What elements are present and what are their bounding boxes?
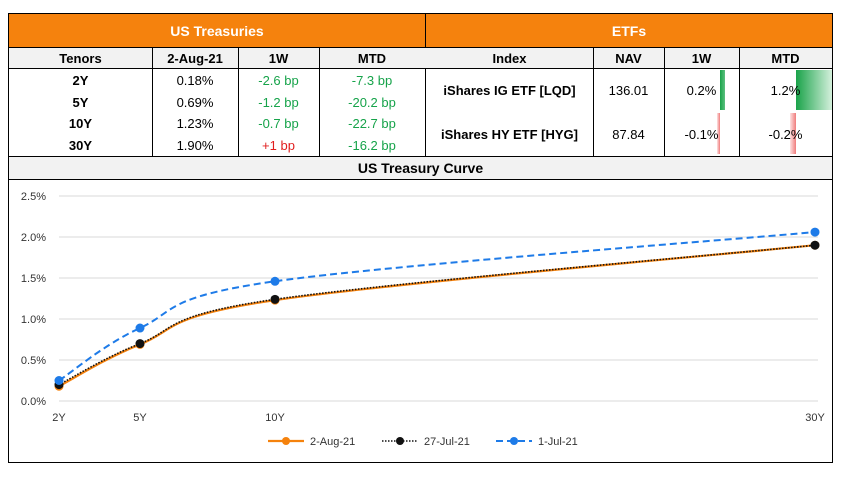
- hyg-mtd-bar: [790, 113, 796, 154]
- etf-index: iShares HY ETF [HYG]: [440, 126, 578, 142]
- x-tick-label: 5Y: [133, 412, 147, 424]
- treasuries-title: US Treasuries: [9, 14, 425, 47]
- col-date: 2-Aug-21: [167, 50, 223, 66]
- col-nav: NAV: [615, 50, 642, 66]
- etf-index: iShares IG ETF [LQD]: [443, 83, 576, 98]
- change-1w: -1.2 bp: [258, 94, 299, 110]
- data-point: [810, 240, 820, 250]
- tenor: 10Y: [68, 116, 93, 131]
- legend-marker: [510, 437, 518, 445]
- legend-marker: [396, 437, 404, 445]
- tenor: 30Y: [68, 137, 93, 153]
- change-mtd: -7.3 bp: [351, 72, 393, 88]
- y-tick-label: 1.5%: [21, 273, 46, 285]
- x-tick-label: 30Y: [805, 412, 825, 424]
- col-etf-mtd: MTD: [771, 50, 800, 66]
- change-1w: -2.6 bp: [258, 72, 299, 88]
- data-point: [54, 376, 64, 385]
- lqd-1w-bar: [720, 70, 725, 110]
- dashboard-frame: [8, 13, 833, 463]
- change-1w: +1 bp: [262, 137, 295, 153]
- col-mtd: MTD: [357, 50, 387, 66]
- y-tick-label: 1.0%: [21, 314, 46, 326]
- etf-mtd: 1.2%: [770, 83, 801, 98]
- yield: 0.69%: [176, 94, 214, 110]
- y-tick-label: 2.5%: [21, 191, 46, 203]
- change-1w: -0.7 bp: [258, 116, 299, 131]
- x-tick-label: 2Y: [52, 412, 66, 424]
- col-tenors: Tenors: [59, 50, 102, 66]
- tenor: 5Y: [72, 94, 89, 110]
- y-tick-label: 0.5%: [21, 355, 46, 367]
- hyg-1w-bar: [717, 113, 720, 154]
- series-line-27-Jul-21: [58, 244, 816, 386]
- etf-nav: 87.84: [612, 126, 645, 142]
- legend-marker: [282, 437, 290, 445]
- lqd-mtd-bar: [796, 70, 832, 110]
- chart-title: US Treasury Curve: [9, 156, 832, 180]
- col-etf-1w: 1W: [691, 50, 712, 66]
- etf-mtd: -0.2%: [768, 126, 803, 142]
- etf-nav: 136.01: [608, 83, 649, 98]
- change-mtd: -16.2 bp: [348, 137, 396, 153]
- data-point: [135, 323, 145, 333]
- etf-1w: -0.1%: [684, 126, 719, 142]
- x-tick-label: 10Y: [265, 412, 285, 424]
- data-point: [135, 339, 145, 349]
- y-tick-label: 0.0%: [21, 396, 46, 408]
- yield: 1.90%: [176, 137, 214, 153]
- etf-1w: 0.2%: [686, 83, 717, 98]
- change-mtd: -20.2 bp: [348, 94, 396, 110]
- y-tick-label: 2.0%: [21, 232, 46, 244]
- legend-label: 27-Jul-21: [424, 436, 470, 448]
- col-index: Index: [492, 50, 527, 66]
- data-point: [810, 227, 820, 237]
- subheader-row: [9, 47, 832, 69]
- etfs-title: ETFs: [426, 14, 832, 47]
- col-1w: 1W: [268, 50, 289, 66]
- legend-label: 1-Jul-21: [538, 436, 578, 448]
- yield: 0.18%: [176, 72, 214, 88]
- legend-label: 2-Aug-21: [310, 436, 355, 448]
- change-mtd: -22.7 bp: [348, 116, 396, 131]
- series-line-1-Jul-21: [58, 231, 816, 382]
- tenor: 2Y: [72, 72, 89, 88]
- yield: 1.23%: [176, 116, 214, 131]
- data-point: [270, 294, 280, 304]
- series-line-2-Aug-21: [58, 244, 816, 388]
- data-point: [270, 276, 280, 286]
